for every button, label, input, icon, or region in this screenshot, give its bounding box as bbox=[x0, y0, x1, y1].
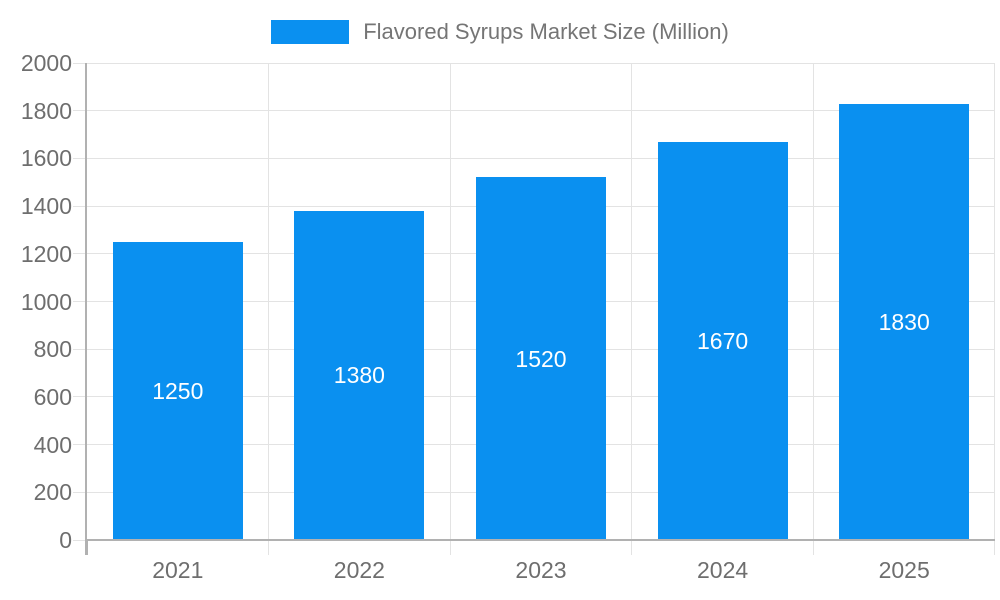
x-axis-tick-label: 2024 bbox=[697, 557, 749, 583]
h-gridline bbox=[87, 62, 995, 64]
y-axis-tick-label: 1000 bbox=[20, 288, 72, 315]
bar-2021[interactable] bbox=[112, 241, 243, 539]
y-axis-tick bbox=[73, 491, 87, 493]
bar-2025[interactable] bbox=[839, 103, 970, 539]
y-axis-tick-label: 2000 bbox=[20, 50, 72, 76]
y-axis-tick-label: 1400 bbox=[20, 193, 72, 220]
v-gridline bbox=[631, 63, 633, 540]
y-axis-tick bbox=[73, 205, 87, 207]
legend-item[interactable]: Flavored Syrups Market Size (Million) bbox=[0, 19, 1000, 45]
y-axis-tick-label: 200 bbox=[33, 479, 72, 506]
plot-area: 1250 1380 1520 1670 1830 0 200 400 600 800 1000 12… bbox=[21, 50, 995, 583]
y-axis-tick bbox=[73, 301, 87, 302]
x-axis-tick bbox=[993, 540, 995, 555]
y-axis-tick bbox=[73, 444, 87, 446]
v-gridline bbox=[268, 63, 270, 540]
x-axis-tick-label: 2025 bbox=[878, 557, 930, 583]
bar-value-label: 1830 bbox=[878, 308, 930, 335]
v-gridline bbox=[993, 63, 995, 540]
bar-value-label: 1250 bbox=[152, 377, 204, 404]
y-axis-tick-label: 1200 bbox=[20, 240, 72, 267]
legend-label: Flavored Syrups Market Size (Million) bbox=[363, 19, 729, 44]
y-axis-line bbox=[85, 63, 87, 555]
y-axis-tick-label: 400 bbox=[33, 431, 72, 458]
y-axis-tick bbox=[73, 253, 87, 255]
y-axis-tick bbox=[73, 348, 87, 350]
bar-value-label: 1520 bbox=[515, 345, 567, 372]
v-gridline bbox=[812, 63, 814, 540]
y-axis-tick bbox=[73, 62, 87, 64]
bar-value-label: 1380 bbox=[333, 362, 385, 389]
y-axis-tick bbox=[73, 110, 87, 112]
y-axis-tick bbox=[73, 396, 87, 398]
y-axis-tick-label: 800 bbox=[33, 336, 72, 363]
x-axis-tick-label: 2022 bbox=[333, 557, 385, 583]
y-axis-tick bbox=[73, 157, 87, 159]
x-axis-tick bbox=[812, 540, 814, 555]
x-axis-tick-label: 2021 bbox=[152, 557, 204, 583]
bar-value-label: 1670 bbox=[697, 327, 749, 354]
v-gridline bbox=[449, 63, 451, 540]
x-axis-line bbox=[87, 539, 995, 541]
y-axis-tick-label: 1800 bbox=[20, 97, 72, 124]
x-axis-tick bbox=[631, 540, 633, 555]
y-axis-tick-label: 1600 bbox=[20, 145, 72, 172]
y-axis-tick-label: 0 bbox=[59, 527, 72, 553]
bar-2024[interactable] bbox=[657, 141, 788, 539]
y-axis-tick bbox=[73, 539, 87, 541]
h-gridline bbox=[87, 110, 995, 112]
y-axis-tick-label: 600 bbox=[33, 383, 72, 410]
legend-swatch bbox=[271, 20, 350, 44]
h-gridline bbox=[87, 157, 995, 159]
x-axis-tick bbox=[449, 540, 451, 555]
bar-2023[interactable] bbox=[476, 177, 606, 539]
x-axis-tick bbox=[86, 540, 88, 555]
x-axis-tick-label: 2023 bbox=[515, 557, 567, 583]
bar-2022[interactable] bbox=[294, 210, 425, 539]
x-axis-tick bbox=[268, 540, 270, 555]
